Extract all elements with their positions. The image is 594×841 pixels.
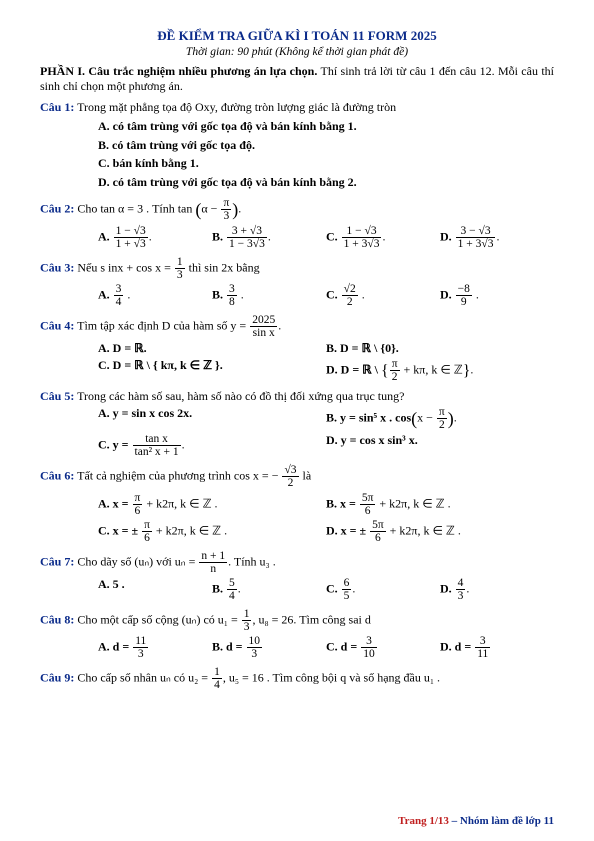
doc-title: ĐỀ KIỂM TRA GIỮA KÌ I TOÁN 11 FORM 2025 <box>40 28 554 44</box>
question-4: Câu 4: Tìm tập xác định D của hàm số y =… <box>40 314 554 383</box>
q3-opt-c: C. √22 . <box>326 283 440 308</box>
q6-opt-d: D. x = ± 5π6 + k2π, k ∈ ℤ . <box>326 519 554 544</box>
q4-opt-d: D. D = ℝ \ {π2 + kπ, k ∈ ℤ}. <box>326 358 554 383</box>
q7-opt-d: D. 43. <box>440 577 554 602</box>
q2-options: A. 1 − √31 + √3. B. 3 + √31 − 3√3. C. 1 … <box>98 225 554 250</box>
q3-opt-b: B. 38 . <box>212 283 326 308</box>
section-1-heading: PHẦN I. Câu trắc nghiệm nhiều phương án … <box>40 64 554 94</box>
question-1: Câu 1: Trong mặt phẳng tọa độ Oxy, đường… <box>40 100 554 191</box>
q8-opt-b: B. d = 103 <box>212 635 326 660</box>
page-footer: Trang 1/13 – Nhóm làm đề lớp 11 <box>398 815 554 827</box>
question-2: Câu 2: Cho tan α = 3 . Tính tan (α − π3)… <box>40 197 554 249</box>
q5-options-2: C. y = tan xtan² x + 1. D. y = cos x sin… <box>98 433 554 458</box>
section-1-label: PHẦN I. Câu trắc nghiệm nhiều phương án … <box>40 64 317 78</box>
q5-opt-c: C. y = tan xtan² x + 1. <box>98 433 326 458</box>
q6-options-1: A. x = π6 + k2π, k ∈ ℤ . B. x = 5π6 + k2… <box>98 492 554 517</box>
q1-opt-b: B. có tâm trùng với gốc tọa độ. <box>98 136 554 155</box>
q6-opt-a: A. x = π6 + k2π, k ∈ ℤ . <box>98 492 326 517</box>
q1-opt-d: D. có tâm trùng với gốc tọa độ và bán kí… <box>98 173 554 192</box>
q2-opt-d: D. 3 − √31 + 3√3. <box>440 225 554 250</box>
question-8: Câu 8: Cho một cấp số cộng (uₙ) có u₁ = … <box>40 608 554 660</box>
q4-opt-c: C. D = ℝ \ { kπ, k ∈ ℤ }. <box>98 358 326 383</box>
question-3: Câu 3: Nếu s inx + cos x = 13 thì sin 2x… <box>40 256 554 308</box>
q2-label: Câu 2: <box>40 202 74 216</box>
q4-opt-b: B. D = ℝ \ {0}. <box>326 341 554 356</box>
q6-label: Câu 6: <box>40 469 74 483</box>
footer-group: Nhóm làm đề lớp 11 <box>460 815 554 827</box>
q4-options-2: C. D = ℝ \ { kπ, k ∈ ℤ }. D. D = ℝ \ {π2… <box>98 358 554 383</box>
q1-opt-a: A. có tâm trùng với gốc tọa độ và bán kí… <box>98 117 554 136</box>
q8-opt-c: C. d = 310 <box>326 635 440 660</box>
doc-subtitle: Thời gian: 90 phút (Không kể thời gian p… <box>40 46 554 58</box>
q4-text: Câu 4: Tìm tập xác định D của hàm số y =… <box>40 314 554 339</box>
question-9: Câu 9: Cho cấp số nhân uₙ có u₂ = 14, u₅… <box>40 666 554 691</box>
question-6: Câu 6: Tất cả nghiệm của phương trình co… <box>40 464 554 543</box>
q5-label: Câu 5: <box>40 389 74 403</box>
q2-opt-c: C. 1 − √31 + 3√3. <box>326 225 440 250</box>
q5-options-1: A. y = sin x cos 2x. B. y = sin⁵ x . cos… <box>98 406 554 431</box>
q7-opt-a: A. 5 . <box>98 577 212 602</box>
q8-label: Câu 8: <box>40 612 74 626</box>
q5-text: Câu 5: Trong các hàm số sau, hàm số nào … <box>40 389 554 404</box>
q8-opt-d: D. d = 311 <box>440 635 554 660</box>
q1-opt-c: C. bán kính bằng 1. <box>98 154 554 173</box>
q6-opt-b: B. x = 5π6 + k2π, k ∈ ℤ . <box>326 492 554 517</box>
q6-opt-c: C. x = ± π6 + k2π, k ∈ ℤ . <box>98 519 326 544</box>
q7-opt-b: B. 54. <box>212 577 326 602</box>
q3-text: Câu 3: Nếu s inx + cos x = 13 thì sin 2x… <box>40 256 554 281</box>
page: ĐỀ KIỂM TRA GIỮA KÌ I TOÁN 11 FORM 2025 … <box>0 0 594 841</box>
q8-opt-a: A. d = 113 <box>98 635 212 660</box>
q4-label: Câu 4: <box>40 318 74 332</box>
q7-options: A. 5 . B. 54. C. 65. D. 43. <box>98 577 554 602</box>
q9-label: Câu 9: <box>40 671 74 685</box>
q8-text: Câu 8: Cho một cấp số cộng (uₙ) có u₁ = … <box>40 608 554 633</box>
q2-opt-a: A. 1 − √31 + √3. <box>98 225 212 250</box>
q3-options: A. 34 . B. 38 . C. √22 . D. −89 . <box>98 283 554 308</box>
question-5: Câu 5: Trong các hàm số sau, hàm số nào … <box>40 389 554 458</box>
q5-opt-d: D. y = cos x sin³ x. <box>326 433 554 458</box>
q6-text: Câu 6: Tất cả nghiệm của phương trình co… <box>40 464 554 489</box>
q9-text: Câu 9: Cho cấp số nhân uₙ có u₂ = 14, u₅… <box>40 666 554 691</box>
q5-opt-a: A. y = sin x cos 2x. <box>98 406 326 431</box>
q3-opt-d: D. −89 . <box>440 283 554 308</box>
q4-options-1: A. D = ℝ. B. D = ℝ \ {0}. <box>98 341 554 356</box>
q2-text: Câu 2: Cho tan α = 3 . Tính tan (α − π3)… <box>40 197 554 222</box>
q7-label: Câu 7: <box>40 554 74 568</box>
q7-text: Câu 7: Cho dãy số (uₙ) với uₙ = n + 1n. … <box>40 550 554 575</box>
q1-text: Câu 1: Trong mặt phẳng tọa độ Oxy, đường… <box>40 100 554 115</box>
q4-opt-a: A. D = ℝ. <box>98 341 326 356</box>
q2-opt-b: B. 3 + √31 − 3√3. <box>212 225 326 250</box>
q6-options-2: C. x = ± π6 + k2π, k ∈ ℤ . D. x = ± 5π6 … <box>98 519 554 544</box>
footer-page: Trang 1/13 <box>398 815 449 827</box>
q1-options: A. có tâm trùng với gốc tọa độ và bán kí… <box>98 117 554 191</box>
q8-options: A. d = 113 B. d = 103 C. d = 310 D. d = … <box>98 635 554 660</box>
q5-opt-b: B. y = sin⁵ x . cos(x − π2). <box>326 406 554 431</box>
question-7: Câu 7: Cho dãy số (uₙ) với uₙ = n + 1n. … <box>40 550 554 602</box>
q1-label: Câu 1: <box>40 100 74 114</box>
q7-opt-c: C. 65. <box>326 577 440 602</box>
q3-label: Câu 3: <box>40 260 74 274</box>
q3-opt-a: A. 34 . <box>98 283 212 308</box>
